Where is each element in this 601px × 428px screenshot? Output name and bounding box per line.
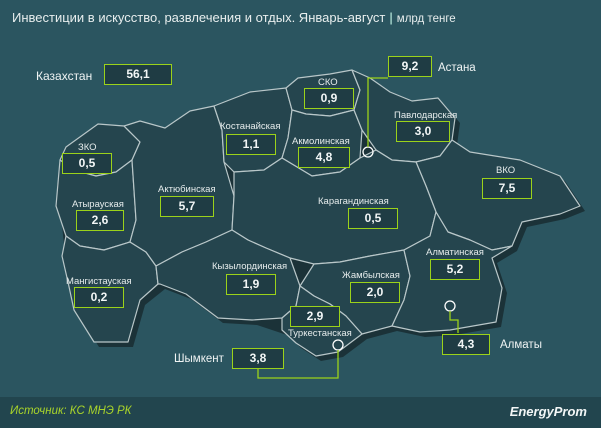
title-separator: | xyxy=(389,10,393,25)
mangistau-value: 0,2 xyxy=(74,287,124,308)
total-label: Казахстан xyxy=(36,69,93,83)
source-note: Источник: КС МНЭ РК xyxy=(10,405,132,417)
zhambyl-value: 2,0 xyxy=(350,282,400,303)
zhambyl-label: Жамбылская xyxy=(342,270,400,281)
karaganda-value: 0,5 xyxy=(348,208,398,229)
pavlodar-value: 3,0 xyxy=(396,121,450,142)
energyprom-logo: EnergyProm xyxy=(510,404,587,419)
shymkent-label: Шымкент xyxy=(174,353,224,365)
unit-label: млрд тенге xyxy=(396,13,456,25)
mangistau-label: Мангистауская xyxy=(66,276,132,287)
sko-value: 0,9 xyxy=(304,88,354,109)
almaty-value: 4,3 xyxy=(442,334,490,355)
page-title: Инвестиции в искусство, развлечения и от… xyxy=(12,9,456,27)
vko-value: 7,5 xyxy=(482,178,532,199)
title-text: Инвестиции в искусство, развлечения и от… xyxy=(12,10,386,25)
vko-label: ВКО xyxy=(496,165,516,176)
atyrau-label: Атырауская xyxy=(72,199,124,210)
atyrau-value: 2,6 xyxy=(76,210,124,231)
kostanay-label: Костанайская xyxy=(220,121,281,132)
total-value: 56,1 xyxy=(104,64,172,85)
shymkent-leader-line xyxy=(257,350,339,379)
kostanay-value: 1,1 xyxy=(226,134,276,155)
astana-value: 9,2 xyxy=(388,56,432,77)
zko-label: ЗКО xyxy=(78,142,97,153)
turkestan-label: Туркестанская xyxy=(288,328,352,339)
almaty-region-value: 5,2 xyxy=(430,259,480,280)
akmola-label: Акмолинская xyxy=(292,136,350,147)
kyzylorda-value: 1,9 xyxy=(226,274,276,295)
akmola-value: 4,8 xyxy=(298,147,350,168)
turkestan-value: 2,9 xyxy=(290,306,340,327)
astana-leader-line xyxy=(367,77,388,147)
footer-bar xyxy=(0,397,601,428)
astana-label: Астана xyxy=(438,62,476,74)
sko-label: СКО xyxy=(318,77,338,88)
pavlodar-label: Павлодарская xyxy=(394,110,458,121)
karaganda-label: Карагандинская xyxy=(318,196,389,207)
aktobe-value: 5,7 xyxy=(160,196,214,217)
almaty-region-label: Алматинская xyxy=(426,247,484,258)
zko-value: 0,5 xyxy=(62,153,112,174)
shymkent-value: 3,8 xyxy=(232,348,284,369)
logo-text: EnergyProm xyxy=(509,404,587,419)
almaty-label: Алматы xyxy=(500,339,542,351)
kyzylorda-label: Кызылординская xyxy=(212,261,288,272)
almaty-leader-line xyxy=(449,311,459,333)
aktobe-label: Актюбинская xyxy=(158,184,216,195)
